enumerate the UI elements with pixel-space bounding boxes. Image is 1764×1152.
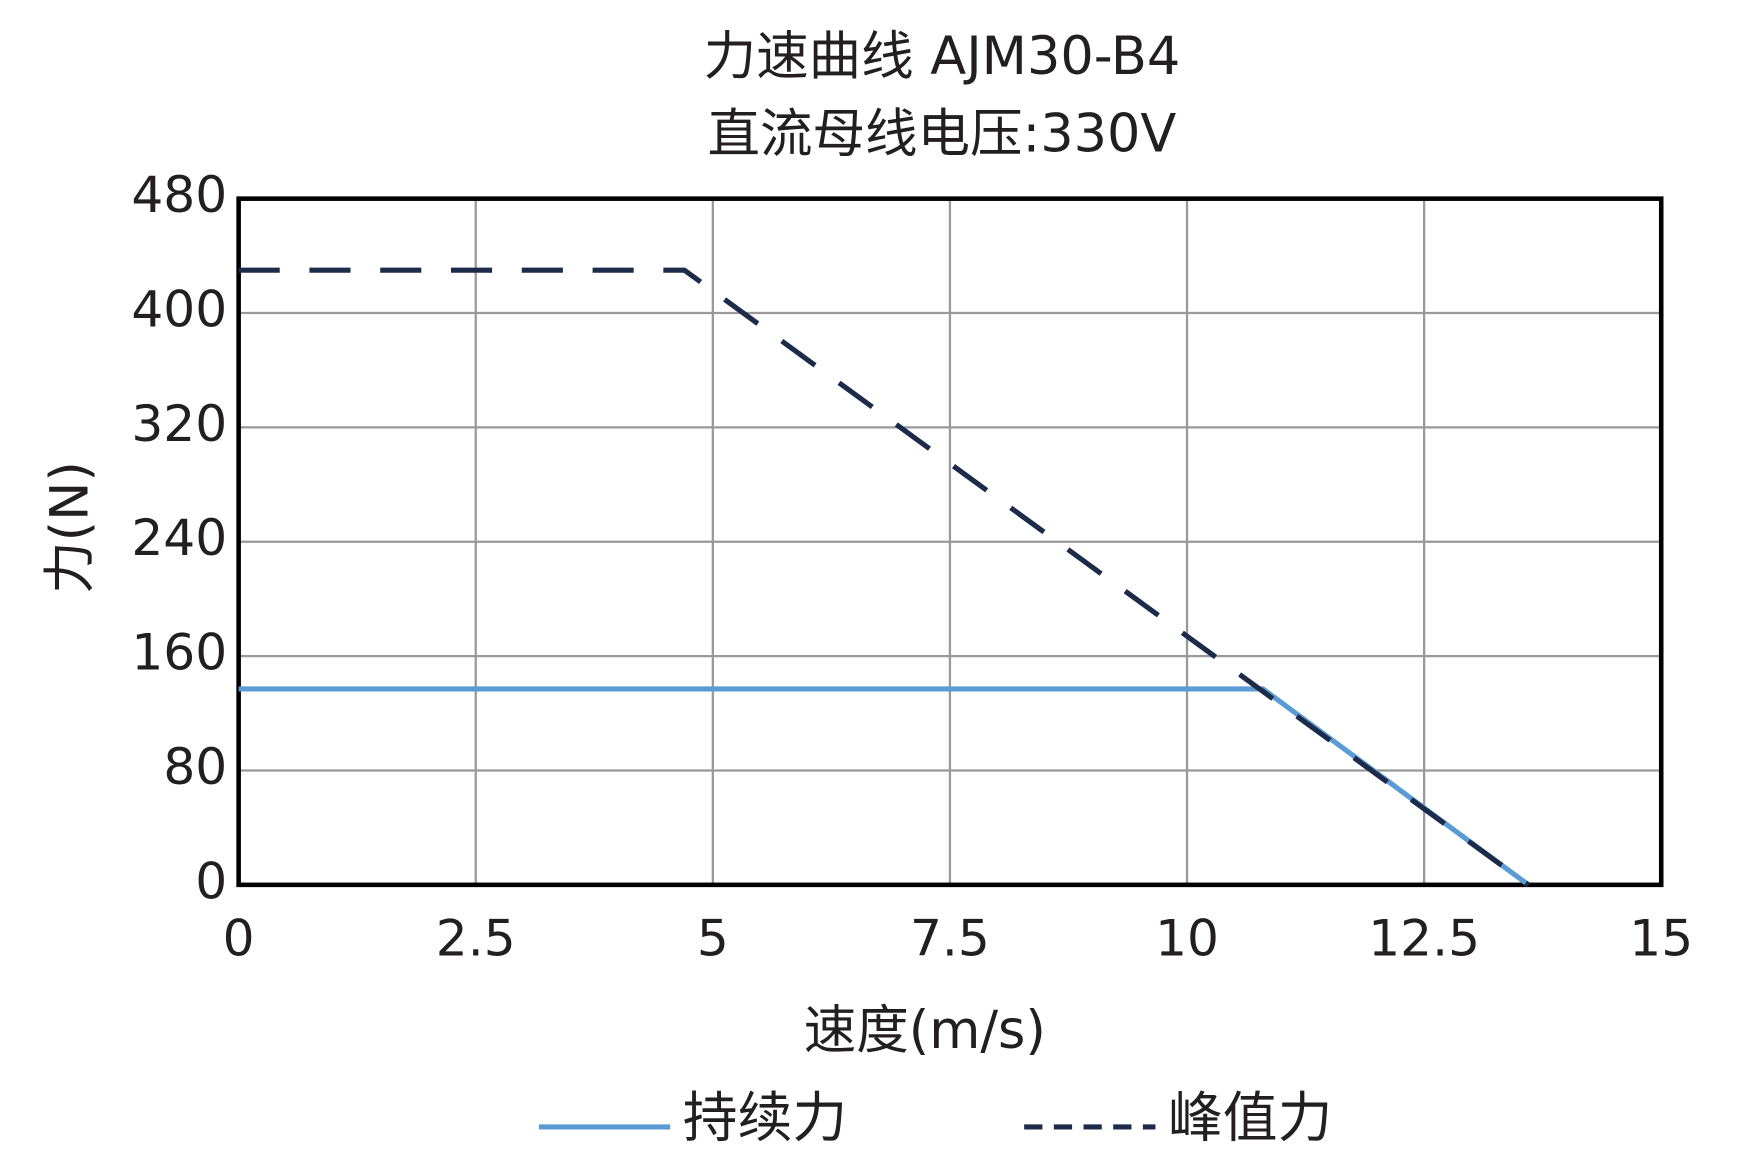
y-tick-label: 160	[131, 623, 227, 682]
y-axis-label: 力(N)	[40, 461, 101, 594]
y-tick-label: 80	[163, 737, 227, 796]
x-tick-label: 12.5	[1368, 908, 1480, 967]
chart-subtitle: 直流母线电压:330V	[708, 104, 1177, 165]
x-tick-label: 10	[1155, 908, 1219, 967]
legend-label: 峰值力	[1168, 1085, 1332, 1149]
x-tick-label: 2.5	[436, 908, 516, 967]
data-line	[238, 686, 1530, 887]
y-tick-label: 400	[131, 280, 227, 339]
y-tick-label: 320	[131, 394, 227, 453]
x-tick-label: 0	[223, 908, 255, 967]
x-tick-label: 7.5	[910, 908, 990, 967]
x-axis-label: 速度(m/s)	[804, 1000, 1046, 1061]
data-line	[238, 267, 1530, 887]
y-tick-label: 480	[131, 165, 227, 224]
chart-title: 力速曲线 AJM30-B4	[704, 26, 1181, 87]
y-tick-label: 240	[131, 508, 227, 567]
plot-frame	[236, 196, 1664, 888]
x-tick-label: 15	[1629, 908, 1693, 967]
x-tick-label: 5	[697, 908, 729, 967]
legend-label: 持续力	[683, 1085, 847, 1149]
y-tick-label: 0	[195, 851, 227, 910]
